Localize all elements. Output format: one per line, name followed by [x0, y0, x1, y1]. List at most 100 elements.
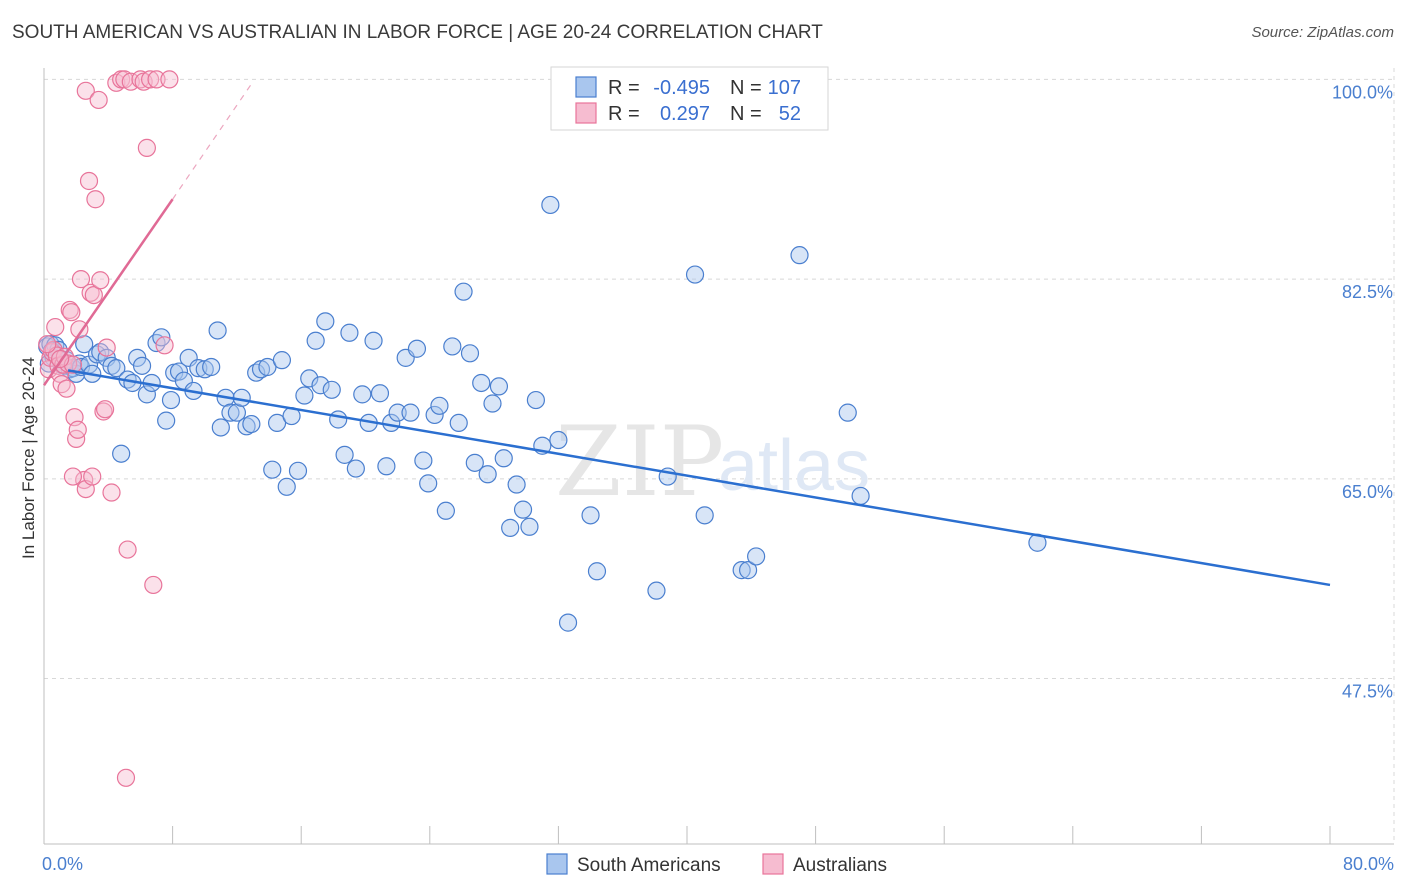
scatter-point [102, 356, 121, 375]
trend-line-south-americans [67, 369, 1331, 587]
scatter-point [346, 459, 365, 478]
legend-box [550, 66, 829, 131]
scatter-point [449, 413, 468, 433]
y-tick-label: 100.0% [1332, 82, 1393, 102]
scatter-point [340, 323, 359, 342]
bottom-legend-swatch-pink [762, 853, 784, 875]
axes [43, 68, 1394, 845]
bottom-legend-swatch-blue [546, 853, 568, 875]
trend-lines [42, 81, 1331, 587]
scatter-point [70, 320, 89, 339]
scatter-point [87, 345, 107, 364]
scatter-point [501, 518, 520, 537]
scatter-point [306, 331, 325, 350]
scatter-point [838, 403, 857, 422]
bottom-legend-label-australians: Australians [793, 855, 887, 876]
legend: R = -0.495 N = 107 R = 0.297 N = 52 [550, 66, 829, 131]
scatter-point [155, 336, 174, 355]
bottom-legend-label-south-americans: South Americans [577, 855, 721, 876]
scatter-point [443, 337, 462, 356]
scatter-point [377, 457, 396, 476]
scatter-point [272, 351, 292, 370]
scatter-point [738, 561, 758, 580]
legend-swatch-pink [575, 102, 597, 124]
scatter-point [407, 339, 427, 358]
scatter-point [436, 501, 455, 520]
x-tick-label-max: 80.0% [1343, 854, 1394, 874]
scatter-point [288, 461, 308, 480]
scatter-point [242, 414, 261, 434]
scatter-point [112, 444, 131, 463]
scatter-point [68, 420, 87, 439]
scatter-point [161, 390, 181, 410]
y-tick-label: 82.5% [1342, 282, 1393, 302]
scatter-point [430, 396, 449, 415]
legend-n-value: 107 [768, 77, 801, 99]
scatter-point [549, 430, 568, 450]
scatter-point [202, 357, 221, 377]
scatter-point [137, 385, 156, 404]
scatter-point [137, 138, 156, 157]
scatter-point [107, 359, 126, 378]
scatter-point [454, 282, 473, 301]
scatter-point [97, 338, 116, 357]
scatter-point [247, 363, 266, 382]
scatter-point [425, 405, 444, 425]
scatter-point [208, 321, 227, 340]
scatter-point [263, 460, 282, 479]
y-tick-label: 47.5% [1342, 682, 1393, 702]
scatter-point [526, 390, 545, 410]
scatter-point [116, 768, 136, 787]
scatter-point [483, 394, 502, 413]
scatter-point [388, 403, 407, 422]
legend-n-value: 52 [779, 103, 801, 125]
scatter-point [685, 265, 705, 284]
scatter-point [38, 335, 57, 354]
scatter-point [300, 369, 319, 388]
scatter-point [86, 190, 105, 209]
scatter-point [419, 474, 438, 493]
scatter-point [63, 467, 83, 486]
scatter-point [478, 465, 497, 484]
series-south-americans [38, 195, 1047, 632]
scatter-point [311, 376, 330, 395]
scatter-point [211, 418, 230, 437]
x-tick-label-min: 0.0% [42, 854, 83, 874]
scatter-point [322, 380, 341, 399]
scatter-point [157, 411, 176, 430]
scatter-point [494, 449, 513, 468]
scatter-point [71, 270, 91, 289]
y-axis-title: In Labor Force | Age 20-24 [19, 357, 38, 559]
scatter-point [160, 70, 179, 89]
scatter-point [465, 453, 484, 472]
y-tick-labels: 47.5% 65.0% 82.5% 100.0% [1332, 82, 1393, 701]
bottom-legend: South Americans Australians [546, 853, 887, 876]
scatter-point [221, 403, 240, 422]
scatter-point [89, 90, 108, 110]
legend-r-label: R = [608, 77, 640, 99]
scatter-point [732, 561, 751, 580]
scatter-point [401, 403, 420, 422]
scatter-point [329, 410, 348, 429]
scatter-point [414, 451, 433, 470]
scatter-point [370, 384, 390, 403]
scatter-point [353, 385, 372, 404]
scatter-point [79, 171, 99, 191]
scatter-point [95, 400, 115, 419]
scatter-point [277, 477, 296, 496]
scatter-point [851, 486, 870, 506]
scatter-point [83, 467, 102, 486]
scatter-point [67, 429, 86, 448]
legend-swatch-blue [575, 76, 597, 98]
trend-line-australians [42, 198, 174, 386]
source-label: Source: ZipAtlas.com [1251, 24, 1394, 41]
legend-r-label: R = [608, 103, 640, 125]
scatter-point [118, 540, 137, 559]
legend-n-label: N = [730, 103, 762, 125]
scatter-point [489, 377, 509, 396]
scatter-point [316, 312, 335, 331]
scatter-point [81, 283, 100, 302]
scatter-point [472, 373, 491, 393]
scatter-point [335, 445, 354, 464]
